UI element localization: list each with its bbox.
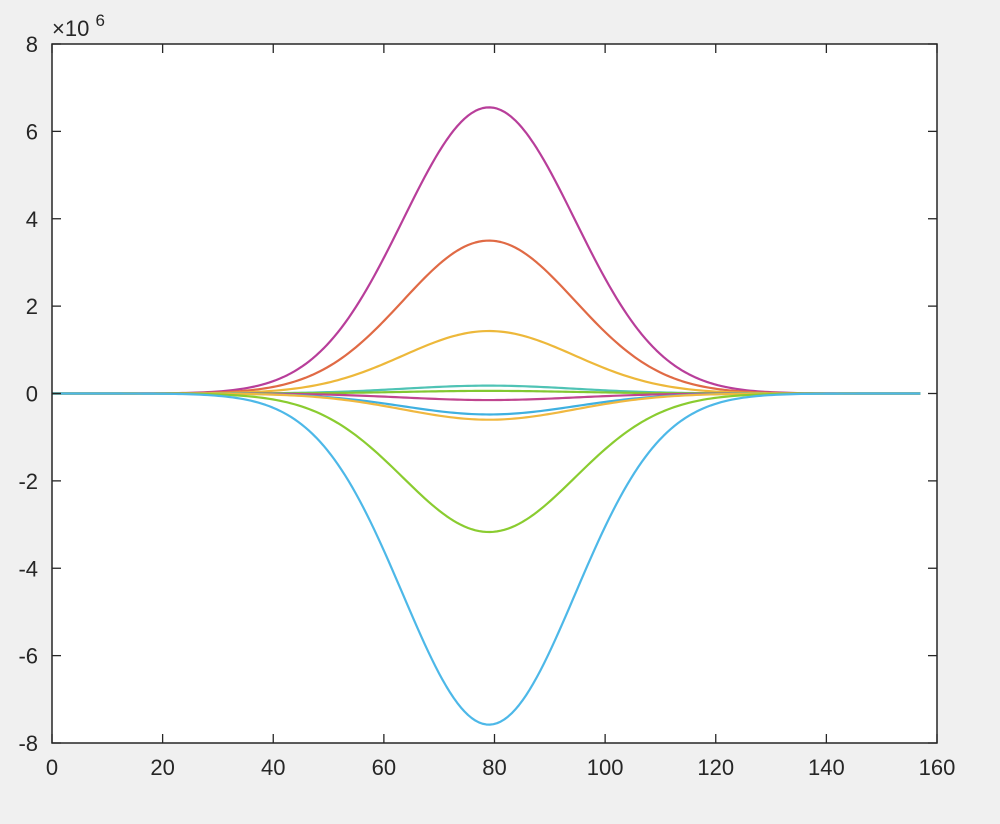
y-exponent-power: 6 — [95, 11, 104, 30]
y-tick-label: -8 — [18, 731, 38, 756]
x-tick-label: 160 — [919, 755, 956, 780]
y-tick-label: -4 — [18, 556, 38, 581]
series-line-10 — [52, 392, 921, 726]
x-tick-label: 20 — [150, 755, 174, 780]
x-tick-label: 120 — [697, 755, 734, 780]
y-tick-label: -6 — [18, 644, 38, 669]
y-tick-label: 2 — [26, 294, 38, 319]
x-tick-label: 40 — [261, 755, 285, 780]
y-tick-label: -2 — [18, 469, 38, 494]
y-exponent-label: ×10 6 — [52, 11, 105, 41]
y-tick-label: 8 — [26, 32, 38, 57]
x-tick-label: 100 — [587, 755, 624, 780]
y-tick-label: 0 — [26, 382, 38, 407]
y-exponent-base: ×10 — [52, 16, 89, 41]
y-tick-label: 6 — [26, 119, 38, 144]
y-tick-label: 4 — [26, 207, 38, 232]
x-tick-label: 140 — [808, 755, 845, 780]
x-tick-label: 60 — [372, 755, 396, 780]
tick-layer: 0 20 40 60 80 100 120 140 160 -8 -6 -4 -2 0 2 4 6 8 — [18, 32, 955, 780]
series-layer — [52, 106, 921, 726]
x-tick-label: 0 — [46, 755, 58, 780]
x-tick-label: 80 — [482, 755, 506, 780]
